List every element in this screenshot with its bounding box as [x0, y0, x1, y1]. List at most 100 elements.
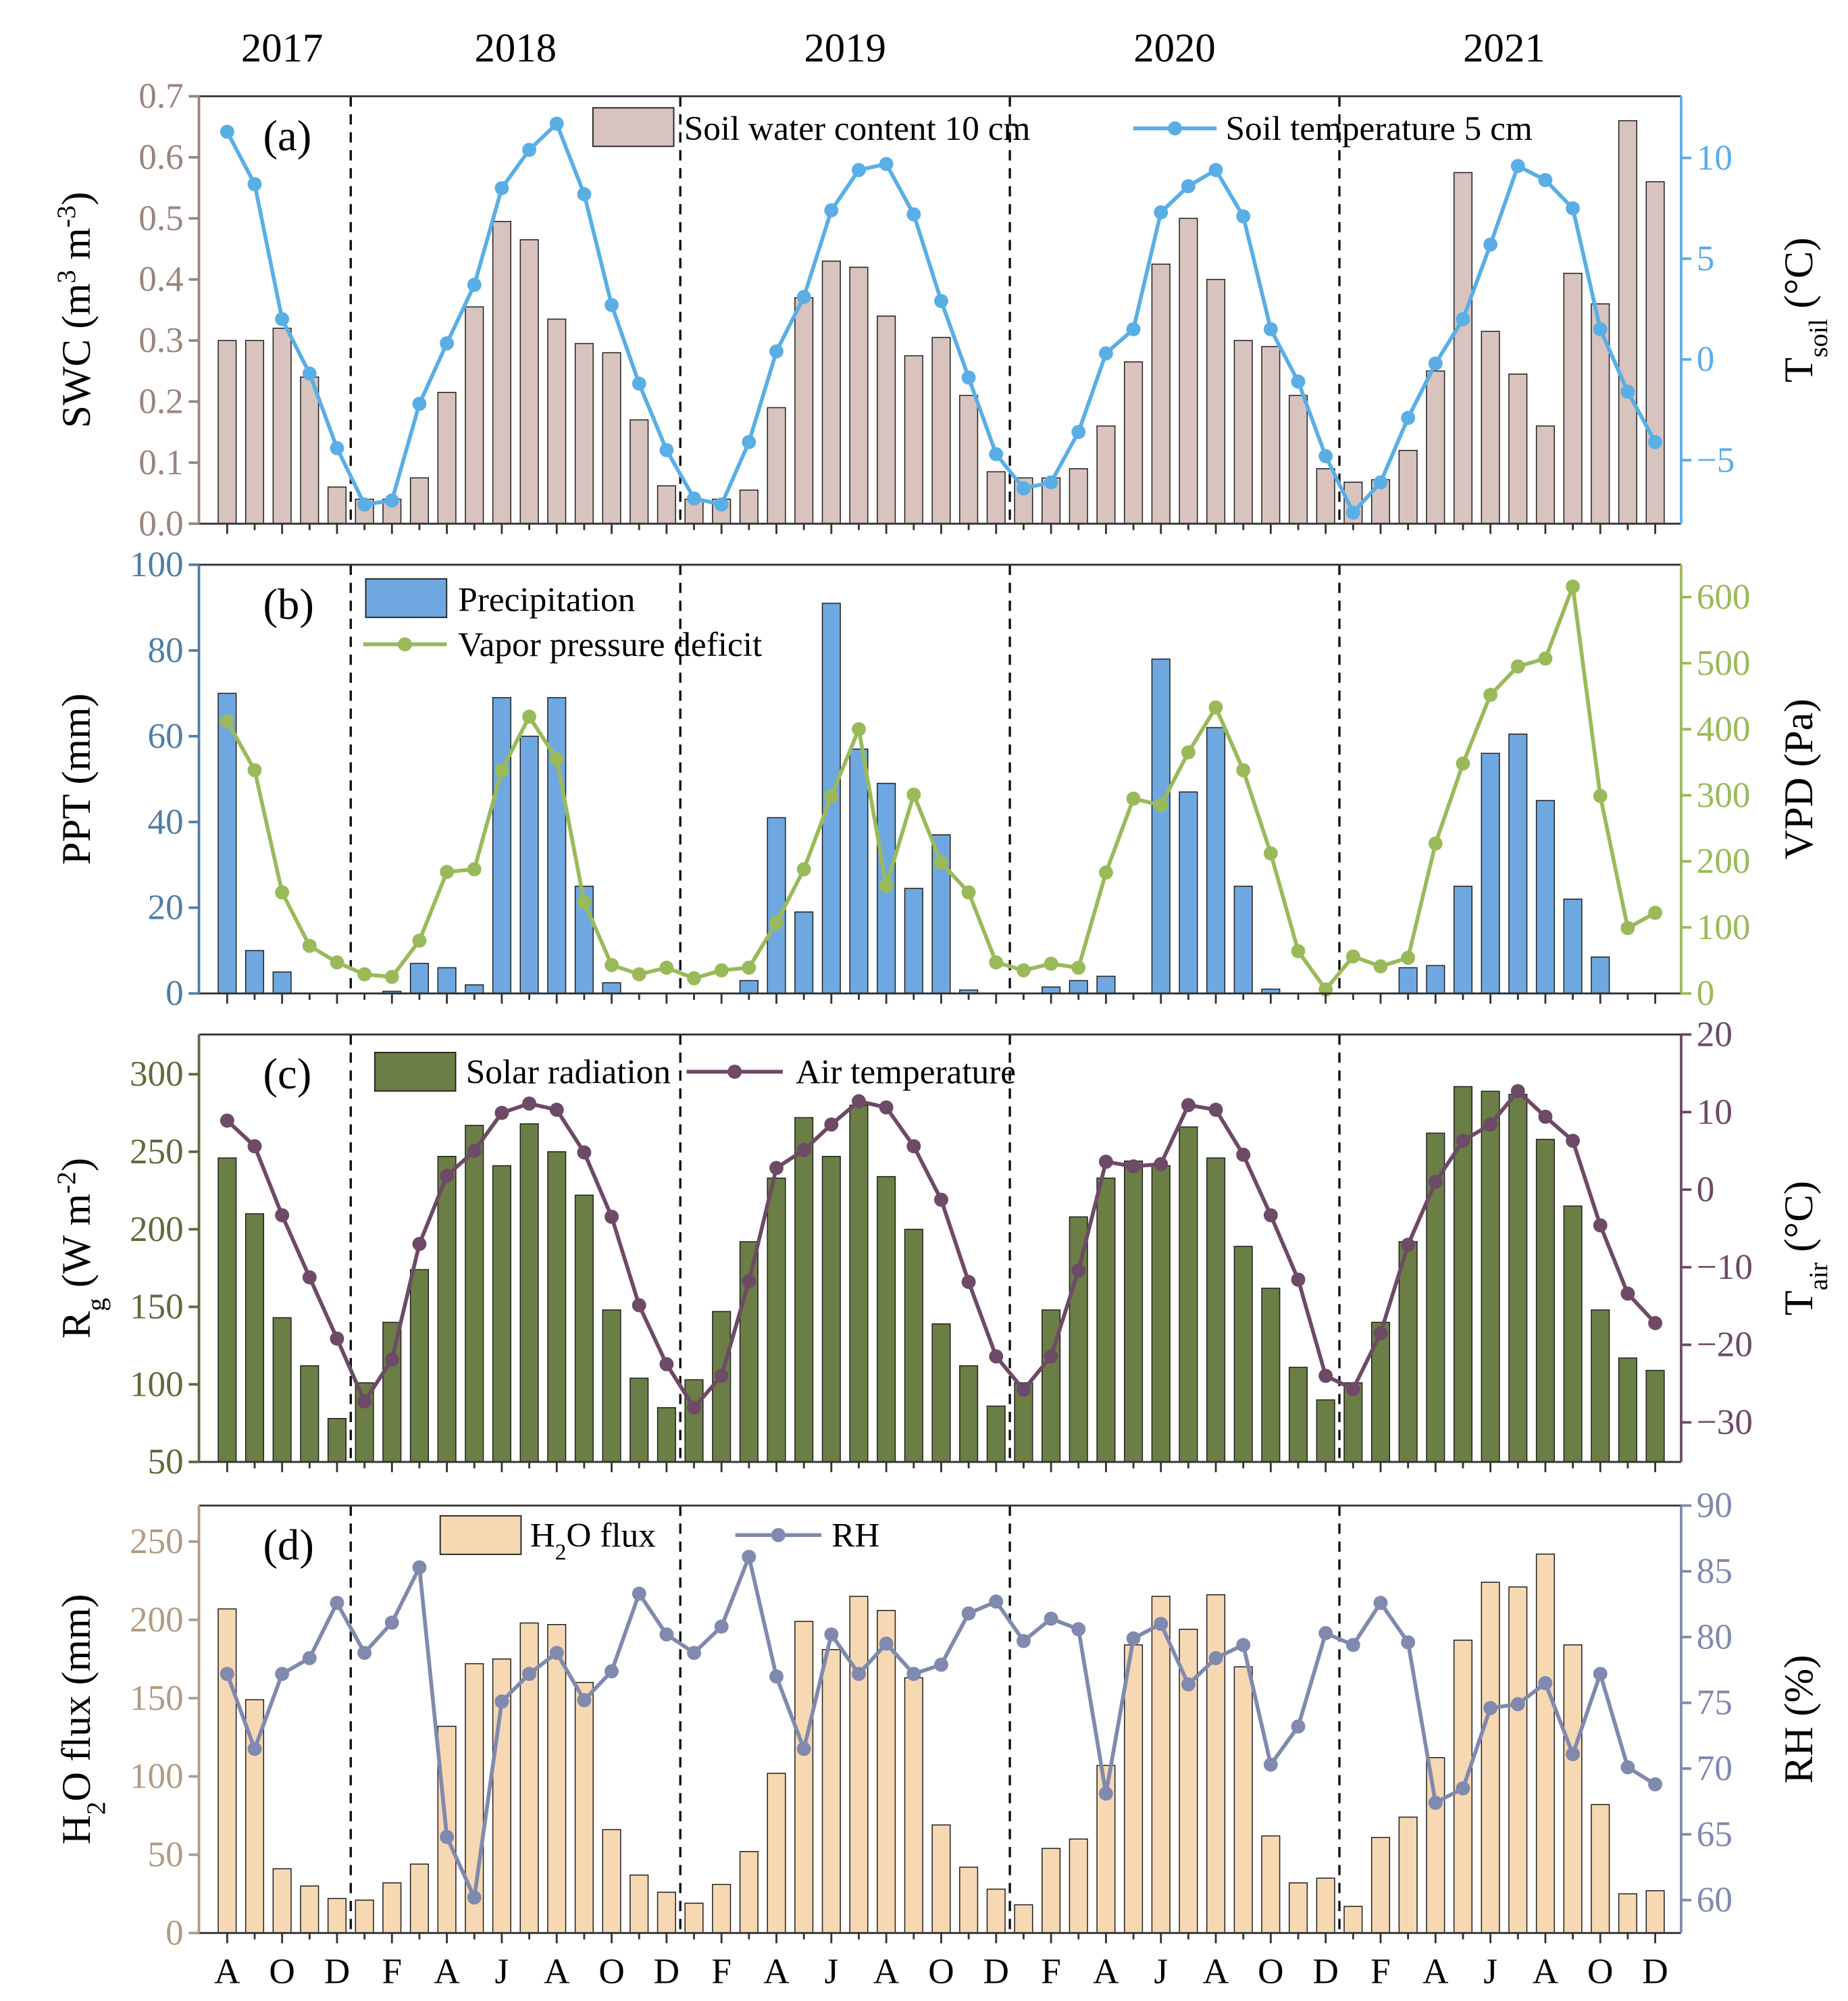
- line-point: [577, 1693, 592, 1708]
- panel-c: 50 100 150 200 250 300 −30 −20 −10 0 10 20 Rg (W m-2…: [51, 1014, 1833, 1481]
- bar: [1535, 800, 1556, 994]
- line-point: [1263, 322, 1278, 336]
- legend-line-marker: [1167, 121, 1182, 136]
- bar: [602, 352, 621, 524]
- line-point: [989, 1349, 1004, 1364]
- left-tick-label: 0.1: [138, 442, 183, 482]
- bar: [1591, 1804, 1610, 1934]
- right-tick-label: 0: [1697, 339, 1715, 379]
- line-point: [577, 1145, 592, 1160]
- bar: [245, 340, 265, 524]
- bar: [849, 266, 869, 524]
- legend-line-label: Soil temperature 5 cm: [1225, 109, 1532, 148]
- left-tick-label: 0.7: [138, 76, 183, 116]
- panel-letter: (c): [263, 1049, 312, 1098]
- legend-line-marker: [727, 1064, 742, 1079]
- x-tick-label: D: [654, 1951, 679, 1991]
- bar: [1233, 1246, 1253, 1463]
- x-tick-label: J: [824, 1951, 838, 1991]
- right-tick-label: 65: [1697, 1814, 1732, 1854]
- line-point: [934, 294, 948, 309]
- bar: [986, 1888, 1006, 1934]
- y-axis-label-left: SWC (m3 m-3): [51, 192, 99, 428]
- bar: [1096, 976, 1116, 994]
- line-point: [1263, 846, 1278, 861]
- label-part: 3: [51, 270, 81, 284]
- line-point: [605, 958, 619, 972]
- bar: [821, 1649, 841, 1934]
- line-point: [467, 862, 482, 877]
- bar: [547, 318, 567, 524]
- bar: [794, 911, 814, 994]
- line-point: [714, 1619, 729, 1634]
- bar: [1481, 1581, 1500, 1934]
- bar: [1206, 278, 1226, 524]
- line-point: [659, 1357, 674, 1371]
- line-point: [1071, 960, 1086, 975]
- line-point: [412, 933, 427, 948]
- bar: [327, 1417, 347, 1463]
- x-tick-label: A: [1203, 1951, 1229, 1991]
- x-tick-label: O: [928, 1951, 954, 1991]
- y-axis-label-left: Rg (W m-2): [51, 1158, 111, 1339]
- bar: [1288, 395, 1308, 524]
- line-point: [330, 955, 344, 970]
- label-part: soil: [1803, 319, 1833, 357]
- panel-letter: (b): [263, 580, 314, 629]
- left-tick-label: 0.4: [138, 259, 183, 299]
- bar: [547, 1151, 567, 1463]
- line-point: [1098, 346, 1113, 361]
- line-point: [961, 885, 976, 900]
- x-tick-label: F: [382, 1951, 402, 1991]
- bar: [904, 888, 923, 994]
- line-point: [906, 787, 921, 802]
- legend-line-label: RH: [831, 1516, 879, 1554]
- bar: [1151, 658, 1171, 994]
- line-point: [906, 207, 921, 222]
- right-tick-label: 70: [1697, 1748, 1732, 1788]
- line-point: [605, 1664, 619, 1679]
- line-point: [1456, 756, 1470, 771]
- right-tick-label: 500: [1697, 643, 1751, 683]
- line-point: [714, 1369, 729, 1384]
- bar: [272, 1868, 292, 1934]
- line-point: [522, 1096, 537, 1111]
- bar: [657, 1407, 676, 1463]
- bar: [1398, 449, 1418, 524]
- line-point: [1236, 209, 1251, 224]
- legend-line-label: Air temperature: [796, 1053, 1016, 1092]
- line-point: [1016, 1633, 1031, 1648]
- legend-line-marker: [398, 637, 412, 652]
- left-tick-label: 80: [148, 630, 184, 670]
- x-tick-label: D: [983, 1951, 1009, 1991]
- x-tick-label: A: [434, 1951, 460, 1991]
- line-point: [961, 1606, 976, 1621]
- line-point: [1181, 1098, 1196, 1113]
- line-point: [1566, 1747, 1581, 1762]
- bar: [1481, 753, 1500, 994]
- bar: [1645, 1890, 1665, 1934]
- bar: [437, 1156, 457, 1463]
- x-tick-label: O: [269, 1951, 294, 1991]
- bar: [630, 1377, 649, 1463]
- bar: [821, 1156, 841, 1463]
- line-point: [824, 203, 839, 218]
- bar: [684, 1902, 704, 1934]
- bar: [1261, 346, 1281, 524]
- line-point: [494, 763, 509, 778]
- line-point: [549, 1646, 564, 1661]
- line-point: [1263, 1757, 1278, 1772]
- bar: [1508, 733, 1528, 994]
- left-tick-label: 40: [148, 802, 184, 842]
- year-label: 2019: [804, 26, 886, 71]
- bar: [1069, 980, 1088, 994]
- left-tick-label: 0.2: [138, 382, 183, 422]
- bar: [1426, 370, 1445, 524]
- line-point: [1154, 205, 1169, 220]
- line-point: [1236, 1638, 1251, 1652]
- x-tick-label: O: [1587, 1951, 1613, 1991]
- line-point: [1648, 1316, 1663, 1330]
- label-part: RH (%): [1776, 1655, 1822, 1784]
- line-point: [577, 895, 592, 910]
- bar: [574, 1194, 594, 1463]
